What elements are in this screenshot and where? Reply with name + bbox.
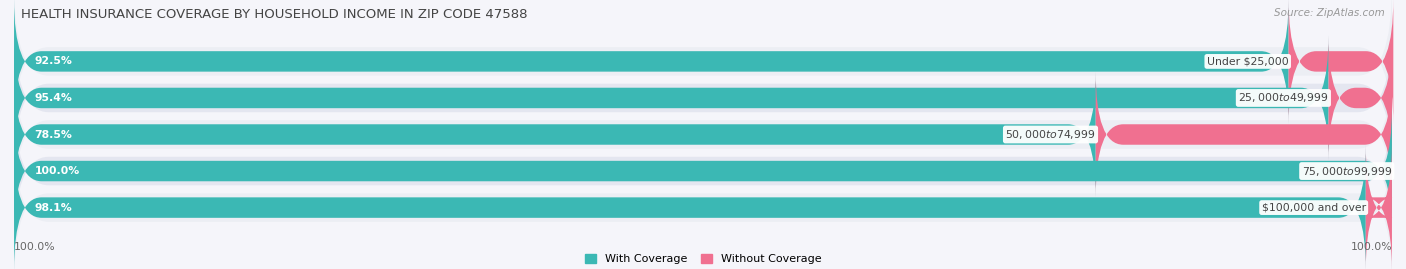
FancyBboxPatch shape: [14, 0, 1289, 124]
Text: $100,000 and over: $100,000 and over: [1261, 203, 1365, 213]
Text: 100.0%: 100.0%: [14, 242, 56, 252]
Text: 78.5%: 78.5%: [35, 129, 73, 140]
Text: 100.0%: 100.0%: [35, 166, 80, 176]
FancyBboxPatch shape: [14, 0, 1392, 139]
Text: Under $25,000: Under $25,000: [1206, 56, 1289, 66]
FancyBboxPatch shape: [1289, 0, 1393, 124]
FancyBboxPatch shape: [1364, 145, 1393, 269]
FancyBboxPatch shape: [14, 21, 1392, 175]
FancyBboxPatch shape: [14, 130, 1392, 269]
Text: Source: ZipAtlas.com: Source: ZipAtlas.com: [1274, 8, 1385, 18]
FancyBboxPatch shape: [14, 108, 1392, 234]
Text: HEALTH INSURANCE COVERAGE BY HOUSEHOLD INCOME IN ZIP CODE 47588: HEALTH INSURANCE COVERAGE BY HOUSEHOLD I…: [21, 8, 527, 21]
Text: $50,000 to $74,999: $50,000 to $74,999: [1005, 128, 1095, 141]
FancyBboxPatch shape: [14, 72, 1095, 197]
FancyBboxPatch shape: [14, 57, 1392, 212]
Text: 100.0%: 100.0%: [1350, 242, 1392, 252]
Text: 98.1%: 98.1%: [35, 203, 73, 213]
FancyBboxPatch shape: [14, 145, 1365, 269]
Text: $75,000 to $99,999: $75,000 to $99,999: [1302, 165, 1392, 178]
Text: 92.5%: 92.5%: [35, 56, 73, 66]
Text: $25,000 to $49,999: $25,000 to $49,999: [1239, 91, 1329, 104]
FancyBboxPatch shape: [1329, 35, 1392, 161]
Legend: With Coverage, Without Coverage: With Coverage, Without Coverage: [581, 249, 825, 268]
Text: 95.4%: 95.4%: [35, 93, 73, 103]
FancyBboxPatch shape: [1095, 72, 1392, 197]
FancyBboxPatch shape: [14, 94, 1392, 248]
FancyBboxPatch shape: [14, 35, 1329, 161]
